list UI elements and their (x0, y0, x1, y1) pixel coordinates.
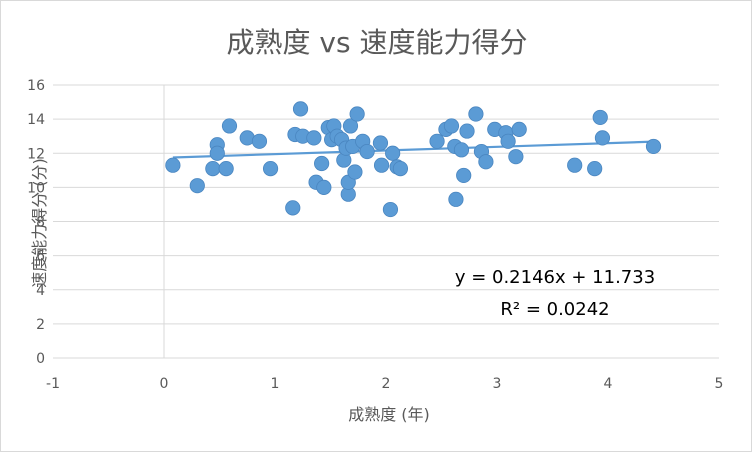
data-point (392, 161, 409, 177)
data-point (508, 149, 524, 165)
y-tick-label: 16 (27, 78, 45, 94)
data-point (347, 164, 363, 180)
y-tick-label: 6 (36, 249, 45, 265)
y-tick-label: 12 (27, 146, 45, 162)
data-point (382, 201, 399, 218)
data-point (306, 130, 322, 146)
data-point (205, 161, 221, 177)
data-point (262, 161, 279, 177)
data-point (453, 142, 470, 158)
data-point (468, 106, 484, 122)
data-point (456, 167, 472, 184)
data-point (443, 118, 460, 134)
data-point (372, 135, 389, 151)
data-point (373, 157, 390, 173)
y-tick-label: 2 (36, 317, 45, 333)
trendline-equation: y = 0.2146x + 11.733 (455, 267, 655, 288)
data-point (221, 118, 238, 134)
data-point (218, 161, 234, 177)
data-point (448, 191, 464, 207)
data-points (165, 101, 662, 218)
data-point (385, 145, 401, 161)
data-point (189, 178, 205, 194)
data-point (459, 123, 475, 139)
data-point (592, 109, 608, 126)
data-point (567, 157, 583, 173)
data-point (285, 200, 301, 216)
y-tick-label: 8 (36, 215, 45, 231)
x-axis-title: 成熟度 (年) (348, 405, 430, 424)
x-tick-label: 4 (604, 376, 613, 392)
data-point (645, 138, 662, 155)
x-tick-label: 3 (493, 376, 502, 392)
data-point (359, 143, 375, 160)
data-point (316, 179, 332, 195)
data-point (349, 106, 365, 122)
y-tick-label: 14 (27, 112, 45, 128)
data-point (429, 133, 445, 149)
data-point (165, 157, 181, 173)
y-axis-title: 速度能力得分 (分) (30, 158, 49, 288)
data-point (251, 133, 268, 149)
x-tick-label: 0 (160, 376, 169, 392)
y-tick-label: 0 (36, 351, 45, 367)
trendline-group (172, 140, 654, 159)
x-tick-label: -1 (46, 376, 60, 392)
data-point (209, 145, 225, 161)
data-point (342, 118, 359, 134)
x-tick-label: 5 (715, 376, 724, 392)
trendline-r-squared: R² = 0.0242 (500, 299, 609, 320)
trendline (172, 140, 654, 159)
data-point (292, 101, 309, 117)
data-point (500, 133, 516, 149)
data-point (314, 155, 330, 172)
data-point (511, 121, 527, 137)
x-tick-label: 1 (271, 376, 280, 392)
data-point (594, 130, 611, 146)
chart-title: 成熟度 vs 速度能力得分 (227, 26, 528, 59)
gridlines (53, 84, 719, 359)
x-tick-label: 2 (382, 376, 391, 392)
y-tick-label: 4 (36, 283, 45, 299)
y-tick-label: 10 (27, 180, 45, 196)
data-point (587, 161, 603, 177)
data-point (478, 154, 494, 170)
